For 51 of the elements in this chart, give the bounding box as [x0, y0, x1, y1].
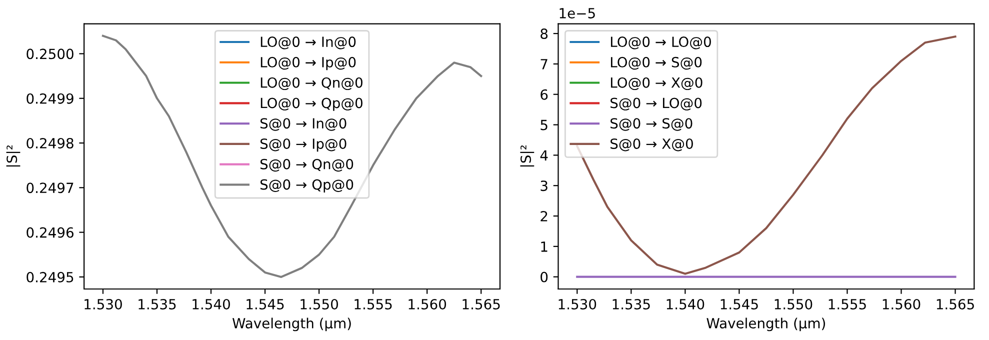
- y-tick-label: 0: [540, 272, 548, 282]
- x-tick-label: 1.550: [300, 298, 338, 310]
- x-tick-label: 1.555: [354, 299, 392, 310]
- legend-label: S@0 → LO@0: [610, 98, 702, 110]
- x-tick-label: 1.535: [612, 298, 650, 310]
- x-tick-label: 1.560: [882, 298, 920, 310]
- y-tick-label: 0.2496: [26, 227, 74, 238]
- x-tick-label: 1.550: [774, 298, 812, 310]
- x-tick-label: 1.540: [666, 298, 704, 310]
- legend-label: LO@0 → Qn@0: [260, 77, 362, 90]
- y-tick-label: 0.2500: [26, 48, 74, 60]
- y-tick-label: 6: [540, 89, 548, 100]
- x-tick-label: 1.555: [828, 299, 866, 310]
- x-tick-label: 1.560: [408, 298, 446, 310]
- x-tick-label: 1.540: [192, 298, 230, 310]
- legend-label: LO@0 → In@0: [260, 36, 356, 50]
- x-tick-label: 1.545: [246, 299, 284, 310]
- y-tick-label: 0.2495: [26, 272, 74, 282]
- x-tick-label: 1.535: [138, 298, 176, 310]
- x-axis-title: Wavelength (µm): [706, 318, 826, 332]
- y-tick-label: 1: [541, 242, 548, 252]
- legend-label: S@0 → Qn@0: [260, 158, 354, 172]
- legend-label: S@0 → Qp@0: [260, 179, 354, 192]
- y-axis-title: |S|²: [6, 145, 20, 167]
- legend-label: S@0 → X@0: [610, 138, 693, 152]
- legend-label: LO@0 → Qp@0: [260, 98, 362, 111]
- x-axis-title: Wavelength (µm): [232, 318, 351, 332]
- y-axis-title: |S|²: [520, 145, 534, 167]
- legend-label: S@0 → In@0: [260, 118, 346, 131]
- y-tick-label: 0.2498: [26, 138, 74, 148]
- legend-label: S@0 → S@0: [610, 118, 692, 131]
- x-tick-label: 1.565: [936, 298, 974, 310]
- y-tick-label: 4: [540, 150, 548, 160]
- x-tick-label: 1.530: [558, 298, 596, 310]
- x-tick-label: 1.565: [462, 298, 500, 310]
- legend-label: LO@0 → S@0: [610, 56, 702, 70]
- x-tick-label: 1.530: [84, 298, 122, 310]
- legend-label: LO@0 → LO@0: [610, 36, 711, 50]
- y-tick-label: 0.2499: [26, 93, 74, 104]
- legend-label: S@0 → Ip@0: [260, 138, 346, 152]
- legend-label: LO@0 → Ip@0: [260, 56, 356, 70]
- legend-label: LO@0 → X@0: [610, 77, 702, 90]
- line-series: [102, 34, 482, 278]
- y-tick-label: 0.2497: [26, 182, 74, 194]
- y-tick-label: 3: [540, 180, 548, 192]
- y-tick-label: 2: [540, 210, 548, 222]
- text: 1e−5: [560, 8, 595, 18]
- y-tick-label: 7: [540, 59, 548, 70]
- y-tick-label: 8: [540, 28, 548, 40]
- x-tick-label: 1.545: [720, 299, 758, 310]
- y-tick-label: 5: [540, 120, 548, 130]
